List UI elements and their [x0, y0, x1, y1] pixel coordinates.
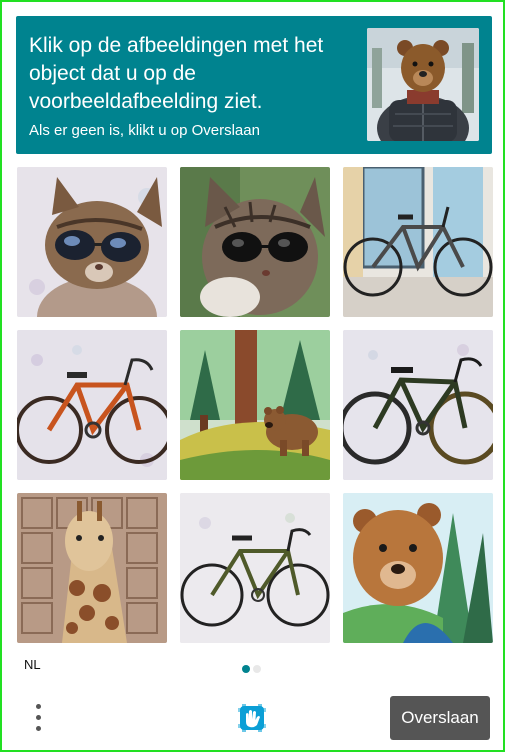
pagination-dots: [242, 660, 264, 678]
page-dot-1: [242, 665, 250, 673]
vertical-ellipsis-icon[interactable]: [28, 700, 50, 736]
grid-tile-2[interactable]: [180, 167, 330, 317]
grid-tile-5[interactable]: [180, 330, 330, 480]
grid-tile-7[interactable]: [17, 493, 167, 643]
grid-tile-1[interactable]: [17, 167, 167, 317]
grid-tile-6[interactable]: [343, 330, 493, 480]
page-dot-2: [253, 665, 261, 673]
skip-button[interactable]: Overslaan: [390, 696, 490, 740]
challenge-hint: Als er geen is, klikt u op Overslaan: [29, 122, 260, 139]
grid-tile-8[interactable]: [180, 493, 330, 643]
hcaptcha-hand-icon: [232, 698, 272, 738]
grid-tile-3[interactable]: [343, 167, 493, 317]
grid-tile-4[interactable]: [17, 330, 167, 480]
image-grid: [17, 167, 493, 643]
challenge-header: Klik op de afbeeldingen met het object d…: [16, 16, 492, 154]
sample-image: [367, 28, 479, 141]
grid-tile-9[interactable]: [343, 493, 493, 643]
challenge-prompt: Klik op de afbeeldingen met het object d…: [29, 34, 324, 113]
language-selector[interactable]: NL: [24, 657, 41, 672]
